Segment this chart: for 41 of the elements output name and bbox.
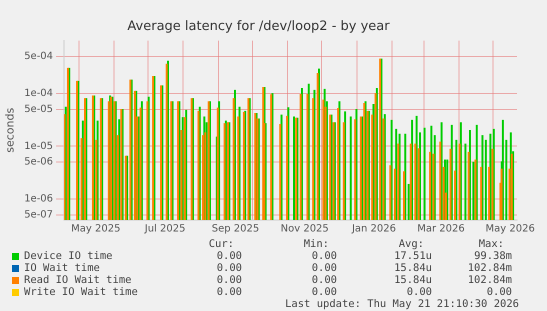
- y-tick-label: 1e-05: [24, 140, 54, 152]
- y-tick-label: 5e-06: [24, 156, 54, 168]
- x-tick-label: Nov 2025: [280, 224, 329, 235]
- text: 0.00: [310, 262, 337, 274]
- text: Min:: [302, 238, 330, 250]
- text: 15.84u: [393, 262, 432, 274]
- text: 0.00: [406, 286, 432, 298]
- text: Cur:: [208, 238, 235, 250]
- text: Max:: [478, 238, 505, 250]
- chart-title: Average latency for /dev/loop2 - by year: [127, 19, 390, 34]
- x-tick-label: May 2025: [71, 224, 120, 235]
- legend-label: IO Wait time: [24, 262, 100, 274]
- x-tick-label: Mar 2026: [417, 224, 465, 235]
- y-tick-label: 5e-05: [24, 104, 54, 115]
- y-tick-label: 1e-06: [24, 194, 54, 205]
- text: 17.51u: [393, 250, 432, 262]
- text: 0.00: [216, 262, 242, 274]
- text: 0.00: [310, 250, 337, 262]
- legend-label: Read IO Wait time: [24, 274, 132, 286]
- y-tick-label: 5e-04: [24, 51, 54, 62]
- legend-label: Write IO Wait time: [24, 286, 138, 298]
- y-axis-title: seconds: [3, 108, 16, 153]
- text: 0.00: [216, 286, 242, 298]
- text: 0.00: [310, 286, 337, 298]
- legend-label: Device IO time: [24, 250, 113, 262]
- x-tick-label: Jan 2026: [350, 224, 396, 235]
- x-tick-label: Jul 2025: [144, 224, 186, 235]
- text: Last update: Thu May 21 21:10:30 2026: [284, 298, 520, 311]
- y-tick-label: 1e-04: [24, 88, 54, 99]
- text: 0.00: [216, 274, 242, 286]
- text: 0.00: [310, 274, 337, 286]
- y-tick-label: 5e-07: [24, 209, 54, 220]
- text: 102.84m: [466, 274, 512, 286]
- text: 102.84m: [466, 262, 512, 274]
- text: Avg:: [398, 238, 425, 250]
- text: 99.38m: [473, 250, 512, 262]
- text: 15.84u: [393, 274, 432, 286]
- text: 0.00: [216, 250, 242, 262]
- x-tick-label: May 2026: [486, 224, 535, 235]
- x-tick-label: Sep 2025: [212, 224, 260, 235]
- text: 0.00: [486, 286, 512, 298]
